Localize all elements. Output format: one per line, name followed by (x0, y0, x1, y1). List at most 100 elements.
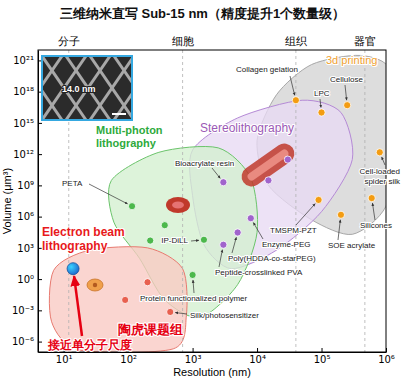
annotation: 14.0 nm (62, 84, 96, 94)
y-tick: 10⁻³ (12, 305, 42, 316)
y-tick-label: 10⁹ (17, 180, 34, 191)
scale-mark-label: 分子 (58, 35, 80, 47)
text-line: Multi-photon (96, 124, 163, 136)
text-line: Cell-loaded (360, 167, 400, 176)
y-tick-label: 10¹⁵ (13, 118, 34, 129)
y-tick-label: 10¹² (13, 149, 34, 160)
point (200, 236, 207, 243)
y-tick-mark (38, 279, 42, 280)
annotation: 接近单分子尺度 (47, 338, 132, 352)
point (128, 203, 135, 210)
mesh-line (114, 56, 132, 120)
blood-cell (166, 197, 190, 213)
x-tick-mark (386, 348, 387, 352)
y-tick-label: 10⁰ (17, 274, 34, 285)
y-axis-line (38, 51, 39, 353)
scale-mark-label: 细胞 (172, 35, 194, 47)
x-tick-label: 10⁴ (249, 354, 266, 365)
point-label: LPC (314, 89, 330, 98)
x-tick: 10³ (185, 348, 202, 365)
leader-line (372, 203, 375, 220)
y-tick: 10¹⁸ (13, 86, 42, 97)
point (284, 156, 291, 163)
point (161, 222, 168, 229)
point-label: Poly(HDDA-co-starPEG) (228, 254, 316, 263)
y-tick: 10⁰ (17, 274, 42, 285)
region-label: Stereolithography (200, 121, 294, 135)
point (189, 271, 196, 278)
x-tick-label: 10³ (185, 354, 202, 365)
plot-frame (38, 50, 386, 352)
y-axis: 10⁻⁶ 10⁻³ 10⁰ 10³ 10⁶ 10⁹ 10¹² 10¹⁵ 10¹⁸ 10²¹ (12, 51, 42, 353)
annotation: 陶虎课题组 (118, 322, 183, 337)
y-tick: 10¹² (13, 149, 42, 160)
y-tick: 10²¹ (13, 55, 42, 66)
mesh-line (42, 56, 62, 120)
inset-mesh (42, 56, 132, 120)
scale-mark-line (364, 50, 365, 352)
point (368, 195, 375, 202)
scale-bar (112, 113, 126, 115)
x-tick-mark (322, 348, 323, 352)
point-label: PETA (62, 179, 83, 188)
y-tick-label: 10¹⁸ (13, 86, 34, 97)
point (147, 237, 154, 244)
leader-line (89, 184, 128, 204)
y-tick-mark (38, 342, 42, 343)
cell-nucleus (93, 283, 97, 287)
leader-line (320, 99, 322, 107)
scale-mark-label: 组织 (285, 35, 307, 47)
text-line: spider silk (364, 177, 401, 186)
point (344, 102, 351, 109)
y-tick-label: 10²¹ (13, 55, 34, 66)
leader-line (219, 250, 222, 267)
x-tick: 10⁴ (249, 348, 266, 365)
point-label: Enzyme-PEG (262, 240, 310, 249)
y-tick-label: 10³ (17, 243, 34, 254)
y-tick-mark (38, 310, 42, 311)
point-label: TMSPM-PZT (270, 226, 317, 235)
scale-mark-line (295, 50, 296, 352)
x-tick-label: 10⁶ (378, 354, 395, 365)
y-tick-label: 10⁶ (17, 211, 34, 222)
title: 三维纳米直写 Sub-15 nm（精度提升1个数量级） (60, 6, 345, 21)
y-tick: 10¹⁵ (13, 118, 42, 129)
y-tick: 10⁹ (17, 180, 42, 191)
vessel (238, 140, 299, 191)
x-tick-mark (257, 348, 258, 352)
point-label: Bioacrylate resin (175, 159, 234, 168)
mesh-line (114, 56, 132, 120)
region-label: 3d printing (326, 54, 377, 66)
x-axis-line (39, 352, 387, 353)
x-tick-mark (193, 348, 194, 352)
region-label: Multi-photonlithography (96, 124, 163, 149)
text-line: lithography (96, 137, 157, 149)
point (167, 308, 174, 315)
y-tick-label: 10⁻³ (12, 305, 34, 316)
y-tick-mark (38, 154, 42, 155)
cell-body (87, 279, 103, 291)
point-label: IP-DiLL (161, 236, 188, 245)
leader-line (290, 76, 295, 95)
point-label: Protein functionalized polymer (140, 294, 248, 303)
y-tick: 10⁻⁶ (12, 336, 42, 347)
point (292, 97, 299, 104)
y-axis-title: Volume (μm³) (1, 168, 13, 234)
leader-line (212, 168, 220, 178)
leader-line (382, 157, 385, 165)
region-label: Electron beamlithography (42, 225, 125, 253)
x-axis-title: Resolution (nm) (173, 366, 251, 378)
leader-line (345, 85, 347, 100)
point (122, 296, 129, 303)
mesh-line (90, 56, 132, 120)
point (337, 211, 344, 218)
x-tick-label: 10² (120, 354, 137, 365)
y-tick-label: 10⁻⁶ (12, 336, 34, 347)
vessel-icon (238, 140, 299, 191)
leader-line (74, 276, 82, 336)
leader-line (193, 280, 194, 293)
point-label: Cellulose (330, 75, 363, 84)
point (144, 279, 151, 286)
point (315, 196, 322, 203)
points (67, 97, 383, 316)
